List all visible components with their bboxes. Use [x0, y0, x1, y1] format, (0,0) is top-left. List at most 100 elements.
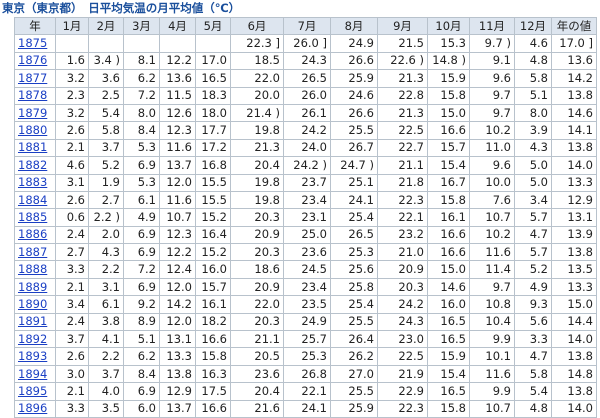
value-cell: 9.9 — [469, 382, 515, 401]
year-link[interactable]: 1885 — [18, 209, 48, 224]
year-link[interactable]: 1882 — [18, 157, 48, 172]
value-cell: 22.0 — [230, 295, 284, 314]
value-cell: 16.7 — [427, 173, 470, 192]
year-cell: 1883 — [14, 173, 56, 192]
year-cell: 1889 — [14, 277, 56, 297]
value-cell: 23.6 — [230, 364, 284, 384]
value-cell: 21.3 — [377, 103, 428, 123]
data-row: 1879 3.2 5.4 8.0 12.6 18.0 21.4 ) 26.1 26.6 21.3 1… — [14, 103, 597, 123]
value-cell: 7.6 — [469, 190, 515, 210]
data-row: 1878 2.3 2.5 7.2 11.5 18.3 20.0 26.0 24.6 22.8 15.… — [14, 86, 597, 105]
value-cell: 9.7 — [469, 86, 515, 105]
year-link[interactable]: 1888 — [18, 262, 48, 277]
year-link[interactable]: 1875 — [18, 36, 48, 51]
value-cell: 23.6 — [283, 243, 331, 262]
year-link[interactable]: 1879 — [18, 105, 48, 120]
year-link[interactable]: 1891 — [18, 314, 48, 329]
data-row: 1893 2.6 2.2 6.2 13.3 15.8 20.5 25.3 26.2 22.5 15.… — [14, 347, 597, 366]
year-link[interactable]: 1884 — [18, 192, 48, 207]
value-cell: 16.5 — [195, 69, 231, 88]
year-link[interactable]: 1876 — [18, 53, 48, 68]
year-link[interactable]: 1890 — [18, 296, 48, 311]
year-cell: 1891 — [14, 312, 56, 332]
value-cell: 16.8 — [195, 156, 231, 175]
value-cell: 3.7 — [88, 138, 124, 158]
value-cell: 16.6 — [427, 121, 470, 140]
year-cell: 1886 — [14, 225, 56, 245]
column-header: 8月 — [330, 16, 378, 36]
year-link[interactable]: 1893 — [18, 349, 48, 364]
year-link[interactable]: 1895 — [18, 383, 48, 398]
value-cell: 19.8 — [230, 190, 284, 210]
value-cell: 2.6 — [55, 347, 89, 366]
column-header: 1月 — [55, 16, 89, 36]
value-cell: 21.3 — [230, 138, 284, 158]
value-cell: 2.2 — [88, 260, 124, 279]
value-cell: 2.2 ) — [88, 208, 124, 227]
value-cell: 16.1 — [427, 208, 470, 227]
value-cell: 2.7 — [88, 190, 124, 210]
value-cell: 15.2 — [195, 208, 231, 227]
year-link[interactable]: 1877 — [18, 70, 48, 85]
value-cell: 4.7 — [514, 225, 552, 245]
value-cell: 9.2 — [123, 295, 160, 314]
value-cell: 15.7 — [195, 277, 231, 297]
year-link[interactable]: 1887 — [18, 244, 48, 259]
year-cell: 1893 — [14, 347, 56, 366]
year-link[interactable]: 1889 — [18, 279, 48, 294]
column-header: 2月 — [88, 16, 124, 36]
value-cell: 3.4 — [55, 295, 89, 314]
value-cell: 25.9 — [330, 399, 378, 418]
value-cell: 7.2 — [123, 260, 160, 279]
value-cell: 20.0 — [230, 86, 284, 105]
value-cell: 17.2 — [195, 138, 231, 158]
value-cell: 13.9 — [551, 225, 597, 245]
value-cell: 22.3 — [377, 399, 428, 418]
value-cell: 13.8 — [551, 382, 597, 401]
year-cell: 1896 — [14, 399, 56, 418]
value-cell: 20.9 — [377, 260, 428, 279]
value-cell: 12.4 — [159, 260, 196, 279]
value-cell: 22.3 ] — [230, 34, 284, 53]
value-cell: 6.9 — [123, 243, 160, 262]
year-cell: 1887 — [14, 243, 56, 262]
year-link[interactable]: 1894 — [18, 366, 48, 381]
value-cell: 13.3 — [551, 173, 597, 192]
value-cell: 26.6 — [330, 51, 378, 71]
value-cell: 14.6 — [551, 103, 597, 123]
year-link[interactable]: 1883 — [18, 175, 48, 190]
year-link[interactable]: 1896 — [18, 401, 48, 416]
value-cell: 26.6 — [330, 103, 378, 123]
value-cell: 11.6 — [159, 138, 196, 158]
value-cell: 13.1 — [551, 208, 597, 227]
data-row: 1885 0.6 2.2 ) 4.9 10.7 15.2 20.3 23.1 25.4 22.1 1… — [14, 208, 597, 227]
value-cell: 21.0 — [377, 243, 428, 262]
value-cell: 24.6 — [330, 86, 378, 105]
year-link[interactable]: 1878 — [18, 88, 48, 103]
year-cell: 1878 — [14, 86, 56, 105]
value-cell: 10.7 — [469, 399, 515, 418]
value-cell: 9.7 — [469, 103, 515, 123]
year-cell: 1877 — [14, 69, 56, 88]
value-cell: 18.6 — [230, 260, 284, 279]
value-cell: 12.0 — [159, 277, 196, 297]
value-cell: 25.1 — [330, 173, 378, 192]
value-cell: 9.6 — [469, 69, 515, 88]
value-cell: 21.9 — [377, 364, 428, 384]
value-cell: 5.1 — [123, 330, 160, 349]
value-cell: 3.6 — [88, 69, 124, 88]
value-cell: 13.5 — [551, 260, 597, 279]
value-cell: 6.1 — [123, 190, 160, 210]
year-link[interactable]: 1881 — [18, 140, 48, 155]
year-link[interactable]: 1892 — [18, 331, 48, 346]
value-cell: 24.1 — [330, 190, 378, 210]
year-link[interactable]: 1886 — [18, 227, 48, 242]
year-cell: 1881 — [14, 138, 56, 158]
year-link[interactable]: 1880 — [18, 123, 48, 138]
value-cell: 21.3 — [377, 69, 428, 88]
value-cell: 2.5 — [88, 86, 124, 105]
value-cell: 12.3 — [159, 225, 196, 245]
value-cell: 4.1 — [88, 330, 124, 349]
page-title: 東京（東京都） 日平均気温の月平均値（℃） — [2, 1, 241, 15]
value-cell: 15.9 — [427, 347, 470, 366]
